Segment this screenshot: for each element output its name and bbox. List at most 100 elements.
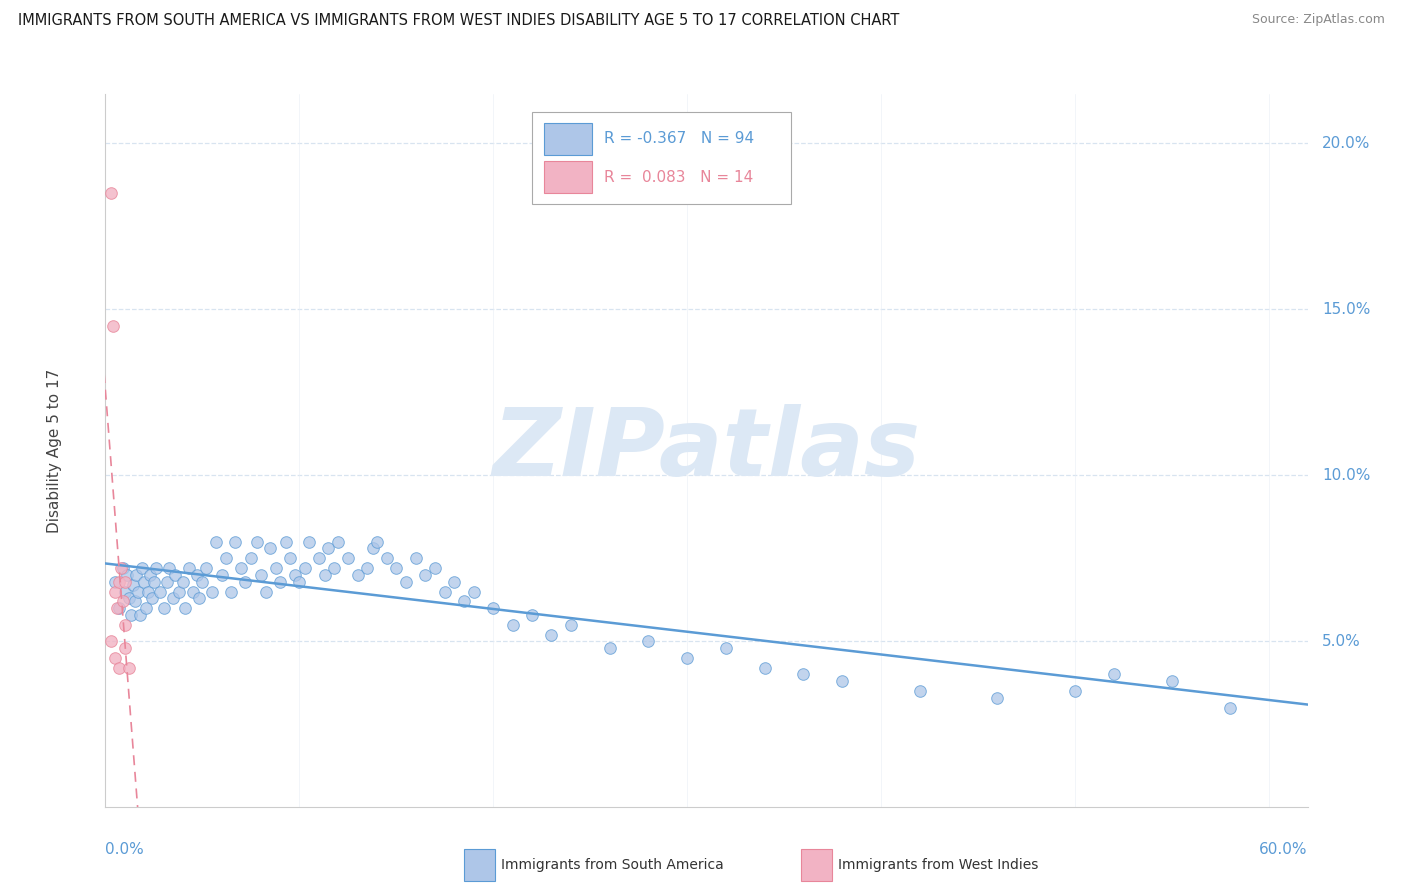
Point — [540, 628, 562, 642]
Point — [159, 561, 181, 575]
Point — [599, 640, 621, 655]
Point — [415, 568, 437, 582]
Point — [298, 534, 321, 549]
Point — [149, 584, 172, 599]
Text: IMMIGRANTS FROM SOUTH AMERICA VS IMMIGRANTS FROM WEST INDIES DISABILITY AGE 5 TO: IMMIGRANTS FROM SOUTH AMERICA VS IMMIGRA… — [18, 13, 900, 29]
Point — [346, 568, 368, 582]
Point — [314, 568, 336, 582]
Point — [308, 551, 330, 566]
Point — [152, 601, 174, 615]
Point — [714, 640, 737, 655]
Point — [453, 594, 475, 608]
Point — [463, 584, 485, 599]
Point — [637, 634, 659, 648]
Text: R = -0.367   N = 94: R = -0.367 N = 94 — [605, 131, 755, 146]
Point — [121, 578, 143, 592]
Point — [405, 551, 427, 566]
Point — [142, 574, 165, 589]
Point — [908, 684, 931, 698]
Point — [211, 568, 233, 582]
Point — [104, 651, 127, 665]
Point — [375, 551, 398, 566]
Point — [104, 574, 127, 589]
Point — [127, 584, 149, 599]
Point — [259, 541, 281, 556]
Point — [177, 561, 200, 575]
Point — [114, 640, 136, 655]
Point — [443, 574, 465, 589]
Point — [323, 561, 346, 575]
Point — [125, 568, 148, 582]
Point — [395, 574, 418, 589]
Point — [114, 574, 136, 589]
Point — [129, 607, 152, 622]
Text: Immigrants from South America: Immigrants from South America — [501, 858, 723, 872]
Point — [1064, 684, 1087, 698]
Point — [111, 594, 134, 608]
Point — [1160, 674, 1182, 689]
Point — [100, 634, 122, 648]
Point — [108, 601, 131, 615]
Point — [114, 617, 136, 632]
Point — [115, 568, 138, 582]
Point — [361, 541, 384, 556]
Point — [181, 584, 204, 599]
Point — [124, 594, 146, 608]
Text: 15.0%: 15.0% — [1322, 301, 1371, 317]
Point — [284, 568, 307, 582]
Point — [264, 561, 287, 575]
Point — [318, 541, 340, 556]
Point — [136, 584, 159, 599]
Point — [423, 561, 446, 575]
Point — [221, 584, 243, 599]
Point — [105, 601, 128, 615]
Point — [118, 591, 141, 606]
Text: 20.0%: 20.0% — [1322, 136, 1371, 151]
Point — [191, 574, 214, 589]
Point — [224, 534, 246, 549]
Point — [336, 551, 359, 566]
Point — [187, 591, 209, 606]
Point — [201, 584, 224, 599]
Point — [141, 591, 163, 606]
FancyBboxPatch shape — [544, 122, 592, 154]
Point — [165, 568, 187, 582]
Text: 5.0%: 5.0% — [1322, 634, 1361, 648]
Point — [433, 584, 456, 599]
Point — [139, 568, 162, 582]
Point — [118, 661, 141, 675]
Point — [135, 601, 157, 615]
Text: Immigrants from West Indies: Immigrants from West Indies — [838, 858, 1039, 872]
Point — [831, 674, 853, 689]
Text: 0.0%: 0.0% — [105, 841, 145, 856]
Point — [172, 574, 194, 589]
Point — [294, 561, 316, 575]
Point — [254, 584, 277, 599]
Point — [231, 561, 253, 575]
Point — [249, 568, 271, 582]
Point — [269, 574, 291, 589]
Point — [103, 318, 125, 333]
Point — [108, 661, 131, 675]
Text: Disability Age 5 to 17: Disability Age 5 to 17 — [48, 368, 62, 533]
Point — [385, 561, 408, 575]
Point — [356, 561, 378, 575]
Point — [676, 651, 699, 665]
Point — [100, 186, 122, 201]
Text: R =  0.083   N = 14: R = 0.083 N = 14 — [605, 169, 754, 185]
Point — [239, 551, 262, 566]
Point — [520, 607, 543, 622]
Point — [326, 534, 349, 549]
Point — [754, 661, 776, 675]
Point — [502, 617, 524, 632]
Text: ZIPatlas: ZIPatlas — [492, 404, 921, 497]
Point — [108, 574, 131, 589]
Point — [120, 607, 142, 622]
Point — [134, 574, 156, 589]
FancyBboxPatch shape — [533, 112, 790, 204]
Point — [246, 534, 269, 549]
Point — [174, 601, 197, 615]
Point — [104, 584, 127, 599]
Point — [274, 534, 297, 549]
Point — [114, 584, 136, 599]
